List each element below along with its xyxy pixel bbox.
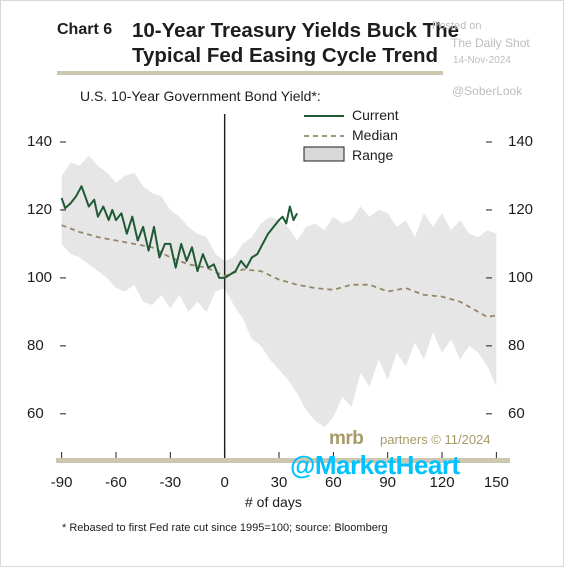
y-tick-label-right: 140 — [508, 132, 534, 150]
footnote: * Rebased to first Fed rate cut since 19… — [62, 522, 388, 534]
y-tick-label-left: 60 — [27, 404, 44, 422]
y-tick-label-right: 60 — [508, 404, 525, 422]
legend-group — [303, 115, 345, 162]
x-tick-label: -30 — [159, 474, 182, 491]
current-series-group — [60, 185, 298, 279]
chart-title-line-2: Typical Fed Easing Cycle Trend — [132, 44, 439, 67]
overlay-handle: @MarketHeart — [290, 450, 460, 480]
y-tick-label-left: 140 — [27, 132, 53, 150]
x-tick-label: 90 — [379, 474, 397, 491]
watermark-handle: @SoberLook — [452, 84, 523, 98]
x-tick-label: 60 — [325, 474, 342, 491]
x-tick-label: -90 — [50, 474, 73, 491]
chart-title: 10-Year Treasury Yields Buck The Typical… — [132, 18, 459, 68]
watermark-source: The Daily Shot — [451, 36, 530, 50]
y-tick-label-left: 80 — [27, 336, 44, 354]
legend-current-label: Current — [352, 107, 399, 123]
x-tick-label: -60 — [105, 474, 127, 491]
legend-range-label: Range — [352, 147, 394, 163]
y-tick-label-right: 100 — [508, 268, 534, 286]
range-band — [61, 155, 497, 428]
watermark-date: 14-Nov-2024 — [453, 55, 511, 66]
y-tick-label-right: 120 — [508, 200, 534, 218]
y-tick-label-left: 100 — [27, 268, 53, 286]
watermark-posted-on: Posted on — [432, 20, 482, 32]
x-tick-label: 150 — [483, 474, 509, 491]
x-tick-label: 0 — [220, 474, 229, 491]
x-tick-label: 30 — [270, 474, 288, 491]
y-tick-label-left: 120 — [27, 200, 53, 218]
legend-range-swatch — [303, 146, 345, 162]
chart-subtitle: U.S. 10-Year Government Bond Yield*: — [80, 88, 321, 104]
mrb-credit: partners © 11/2024 — [380, 432, 491, 447]
title-rule — [57, 71, 443, 75]
chart-title-line-1: 10-Year Treasury Yields Buck The — [132, 19, 460, 42]
x-axis-label: # of days — [245, 494, 302, 510]
y-tick-label-right: 80 — [508, 336, 525, 354]
axis-group — [56, 114, 510, 463]
chart-number: Chart 6 — [57, 21, 113, 38]
x-axis-line — [56, 458, 510, 463]
legend-median-label: Median — [352, 127, 398, 143]
mrb-logo: mrb — [329, 428, 364, 449]
x-tick-label: 120 — [429, 474, 455, 491]
range-band-group — [61, 155, 497, 428]
current-line — [60, 185, 298, 279]
